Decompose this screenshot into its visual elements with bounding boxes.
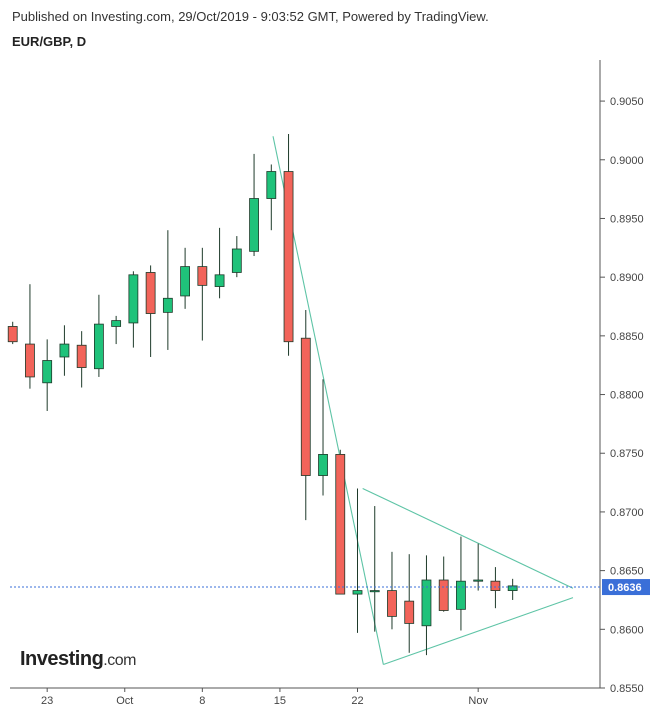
candle-body [111, 320, 122, 327]
x-tick-label: 22 [351, 695, 363, 707]
candle-up [249, 153, 259, 257]
candle-body [162, 297, 173, 313]
y-tick-label: 0.8900 [610, 272, 644, 284]
y-tick-label: 0.8750 [610, 448, 644, 460]
x-tick-label: 8 [199, 695, 205, 707]
candle-body [59, 343, 70, 358]
candle-body [266, 171, 277, 199]
candle-up [42, 339, 53, 411]
logo-text: Investing [20, 648, 104, 670]
candle-body [507, 585, 518, 591]
candle-up [318, 379, 328, 496]
candle-body [25, 343, 35, 378]
y-axis-ticks: 0.9050 0.9000 0.8950 0.8900 0.8850 0.8800 0.87… [600, 96, 644, 695]
candle-body [318, 454, 328, 476]
x-axis-ticks: 23 Oct 8 15 22 Nov [41, 688, 488, 707]
candle-down [197, 247, 208, 341]
candle-down [490, 567, 501, 609]
y-tick-label: 0.8700 [610, 507, 644, 519]
y-tick-label: 0.8950 [610, 213, 644, 225]
candle-body [94, 323, 104, 370]
candle-body [231, 248, 242, 273]
candle-body [283, 171, 294, 343]
x-tick-label: Oct [116, 695, 133, 707]
chart-header: Published on Investing.com, 29/Oct/2019 … [12, 9, 489, 24]
candle-up [352, 488, 363, 633]
candle-up [214, 227, 225, 299]
candles [7, 133, 518, 656]
candle-down [7, 321, 18, 345]
candle-body [76, 344, 87, 368]
symbol-label: EUR/GBP, D [12, 34, 87, 49]
candle-up [162, 230, 173, 350]
candle-up [473, 543, 484, 591]
trendline [383, 597, 574, 666]
candle-body [352, 590, 363, 595]
x-tick-label: 23 [41, 695, 53, 707]
candle-up [94, 294, 104, 377]
candle-up [180, 247, 191, 309]
candle-body [197, 266, 208, 286]
candle-down [387, 551, 397, 630]
candle-body [438, 579, 449, 611]
y-tick-label: 0.9050 [610, 96, 644, 108]
candle-body [369, 590, 380, 593]
candle-body [473, 579, 484, 582]
y-tick-label: 0.8800 [610, 390, 644, 402]
candle-up [421, 555, 432, 656]
last-price-label: 0.8636 [608, 582, 642, 594]
candle-down [76, 331, 87, 388]
candle-body [300, 337, 311, 476]
candle-body [421, 579, 432, 627]
candle-body [7, 326, 18, 343]
candle-body [128, 274, 139, 324]
candle-up [456, 536, 466, 631]
candle-up [369, 506, 380, 632]
candle-body [335, 454, 346, 595]
last-price-badge [602, 579, 650, 596]
candle-up [128, 271, 139, 348]
candle-body [180, 266, 191, 297]
y-tick-label: 0.9000 [610, 155, 644, 167]
last-price-marker: 0.8636 [10, 579, 650, 596]
y-tick-label: 0.8850 [610, 331, 644, 343]
candle-body [387, 590, 397, 617]
candle-down [438, 556, 449, 612]
x-tick-label: 15 [274, 695, 286, 707]
candle-down [25, 284, 35, 389]
candle-up [507, 578, 518, 600]
y-tick-label: 0.8650 [610, 566, 644, 578]
y-tick-label: 0.8550 [610, 683, 644, 695]
candle-down [283, 133, 294, 356]
x-tick-label: Nov [468, 695, 488, 707]
candle-body [42, 360, 53, 384]
y-tick-label: 0.8600 [610, 624, 644, 636]
candle-body [490, 580, 501, 591]
candle-body [249, 198, 259, 252]
candle-up [59, 325, 70, 376]
investing-logo: Investing.com [20, 648, 136, 671]
logo-suffix: .com [103, 652, 136, 669]
trendline [362, 487, 574, 589]
candle-up [266, 164, 277, 231]
candle-up [231, 236, 242, 278]
candle-body [214, 274, 225, 287]
candle-body [145, 272, 156, 314]
candle-down [404, 554, 415, 653]
candle-up [111, 315, 122, 345]
candle-down [145, 265, 156, 357]
candle-down [300, 310, 311, 521]
chart-frame [10, 60, 601, 689]
candle-body [404, 600, 415, 624]
candle-body [456, 580, 466, 610]
candle-down [335, 449, 346, 595]
